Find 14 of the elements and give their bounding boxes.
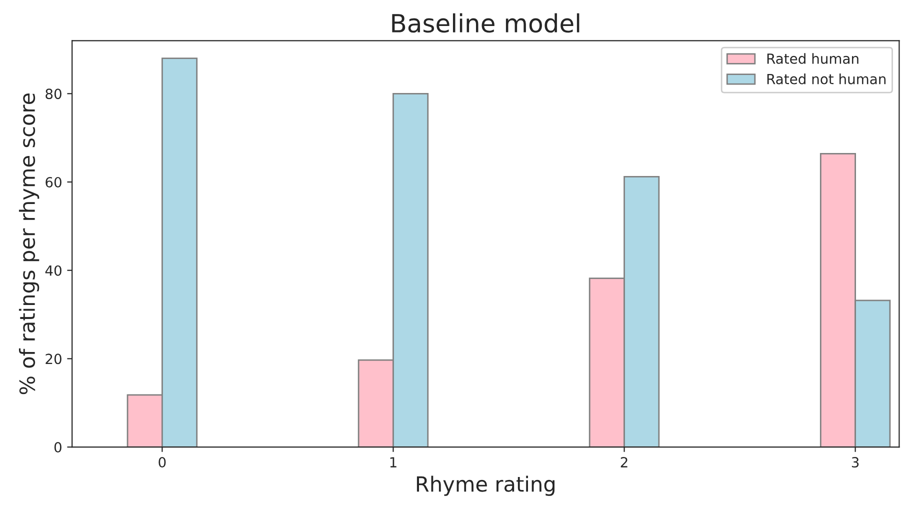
y-tick-label: 60	[46, 176, 62, 188]
y-tick-label: 40	[45, 265, 62, 276]
x-tick-label: 0	[158, 457, 166, 468]
x-tick-label: 1	[390, 457, 396, 468]
y-tick-label: 0	[54, 442, 62, 453]
y-axis-title: % of ratings per rhyme score	[18, 93, 40, 394]
y-tick-label: 80	[46, 88, 62, 100]
x-tick-label: 3	[852, 457, 859, 468]
chart-title: Baseline model	[392, 13, 580, 33]
x-tick-label: 2	[620, 457, 628, 468]
legend-label: Rated not human	[767, 74, 886, 84]
legend-label: Rated human	[767, 53, 858, 64]
y-tick-label: 20	[46, 354, 62, 364]
x-axis-title: Rhyme rating	[416, 476, 554, 496]
